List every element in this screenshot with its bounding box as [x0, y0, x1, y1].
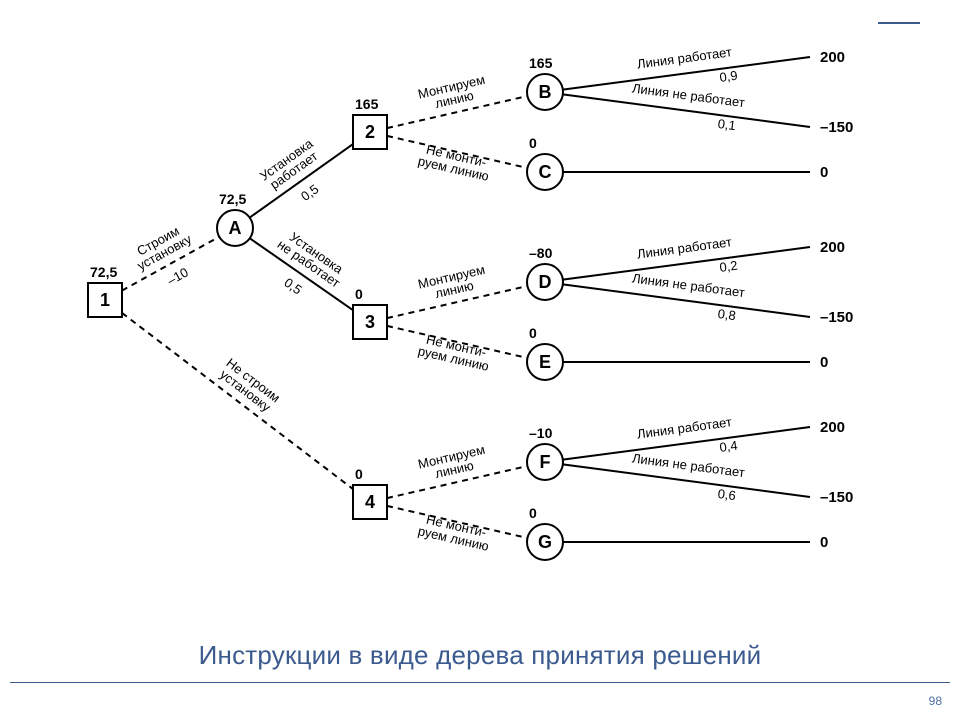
node-value-4: 0: [355, 466, 363, 482]
payoff-G-8: 0: [820, 534, 828, 551]
node-label-B: B: [539, 82, 552, 102]
payoff-F-6: 200: [820, 419, 845, 436]
edge-label-2-C: Не монти-руем линию: [417, 140, 494, 183]
edge-label-1-A: Строимустановку: [128, 220, 194, 274]
node-label-C: C: [539, 162, 552, 182]
payoff-D-4: –150: [820, 309, 853, 326]
edge-prob-A-3: 0,5: [281, 275, 304, 298]
payoff-B-0: 200: [820, 49, 845, 66]
node-label-3: 3: [365, 312, 375, 332]
page-number: 98: [929, 694, 942, 708]
node-value-A: 72,5: [219, 191, 246, 207]
node-value-F: –10: [529, 425, 553, 441]
payoff-F-7: –150: [820, 489, 853, 506]
payoff-E-5: 0: [820, 354, 828, 371]
node-value-1: 72,5: [90, 264, 117, 280]
terminal-label-F-6: Линия работает: [636, 414, 733, 441]
terminal-prob-D-3: 0,2: [719, 258, 739, 275]
terminal-prob-B-1: 0,1: [717, 116, 737, 133]
edge-label-3-E: Не монти-руем линию: [417, 330, 494, 373]
edge-1-4: [122, 313, 353, 489]
node-label-A: A: [229, 218, 242, 238]
node-label-1: 1: [100, 290, 110, 310]
edge-prob-1-A: –10: [165, 265, 191, 289]
node-label-2: 2: [365, 122, 375, 142]
payoff-D-3: 200: [820, 239, 845, 256]
node-value-2: 165: [355, 96, 379, 112]
node-value-C: 0: [529, 135, 537, 151]
node-value-E: 0: [529, 325, 537, 341]
payoff-B-1: –150: [820, 119, 853, 136]
node-label-E: E: [539, 352, 551, 372]
terminal-label-B-0: Линия работает: [636, 44, 733, 71]
terminal-prob-F-6: 0,4: [719, 438, 739, 455]
edge-label-4-G: Не монти-руем линию: [417, 510, 494, 553]
decision-tree-svg: Строимустановку–10Не строимустановкуУста…: [0, 0, 960, 640]
node-value-D: –80: [529, 245, 553, 261]
node-value-B: 165: [529, 55, 553, 71]
terminal-label-D-3: Линия работает: [636, 234, 733, 261]
caption-text: Инструкции в виде дерева принятия решени…: [0, 640, 960, 671]
terminal-prob-D-4: 0,8: [717, 306, 737, 323]
terminal-prob-B-0: 0,9: [719, 68, 739, 85]
node-label-4: 4: [365, 492, 375, 512]
node-label-G: G: [538, 532, 552, 552]
corner-accent: [878, 22, 920, 24]
canvas: { "caption": "Инструкции в виде дерева п…: [0, 0, 960, 720]
node-value-3: 0: [355, 286, 363, 302]
node-value-G: 0: [529, 505, 537, 521]
node-label-F: F: [540, 452, 551, 472]
edge-prob-A-2: 0,5: [298, 181, 321, 204]
payoff-C-2: 0: [820, 164, 828, 181]
node-label-D: D: [539, 272, 552, 292]
footer-rule: [10, 682, 950, 683]
terminal-prob-F-7: 0,6: [717, 486, 737, 503]
edge-label-1-4: Не строимустановку: [216, 355, 283, 416]
